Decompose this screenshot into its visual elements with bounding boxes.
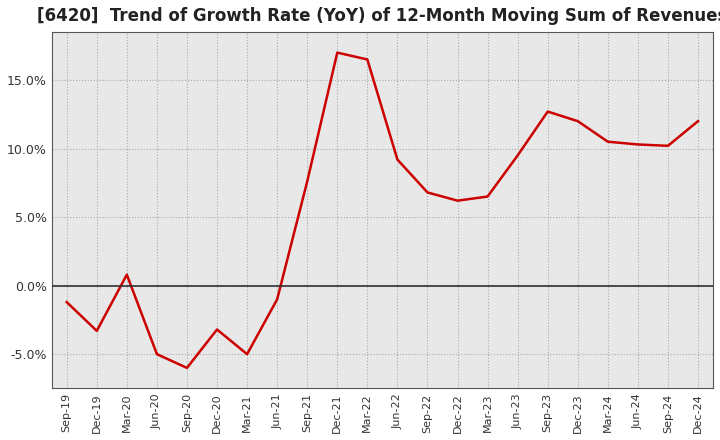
Title: [6420]  Trend of Growth Rate (YoY) of 12-Month Moving Sum of Revenues: [6420] Trend of Growth Rate (YoY) of 12-…	[37, 7, 720, 25]
